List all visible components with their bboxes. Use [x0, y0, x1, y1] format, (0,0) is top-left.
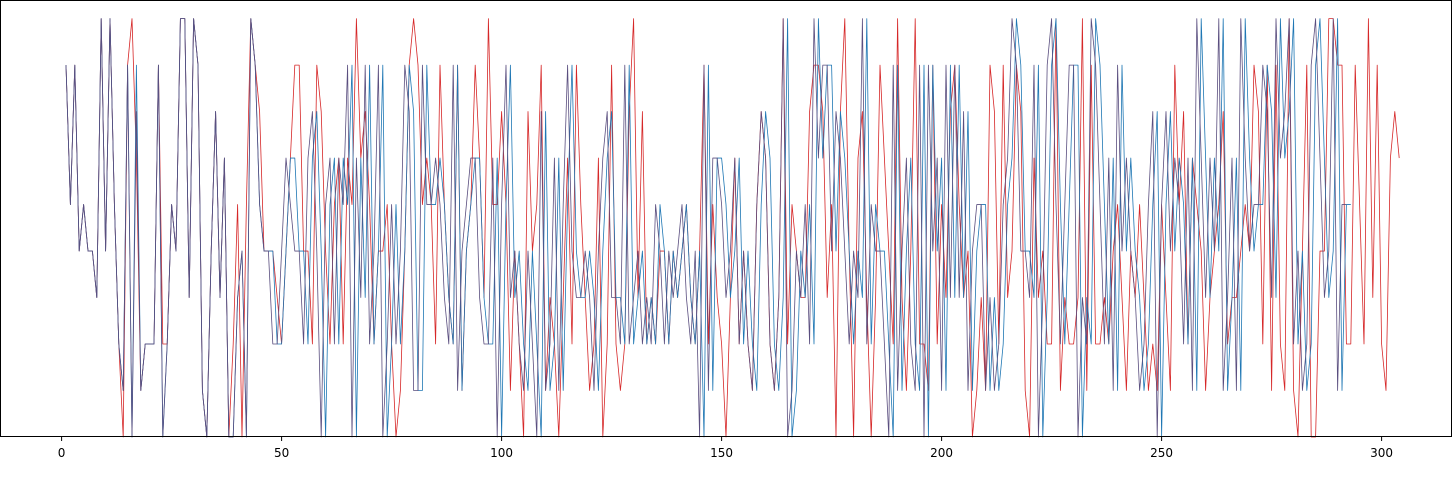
series-line-3 [65, 18, 1347, 438]
x-tick-label: 100 [490, 446, 513, 460]
x-tick-label: 200 [930, 446, 953, 460]
x-axis: 0 50 100 150 200 250 300 [58, 437, 1393, 460]
plot-area [0, 0, 1452, 437]
x-tick-label: 150 [710, 446, 733, 460]
series-line-2 [65, 18, 1351, 438]
x-tick-label: 50 [274, 446, 289, 460]
x-tick-label: 250 [1150, 446, 1173, 460]
series-layer [65, 18, 1400, 438]
x-tick-label: 300 [1370, 446, 1393, 460]
x-tick-label: 0 [58, 446, 66, 460]
